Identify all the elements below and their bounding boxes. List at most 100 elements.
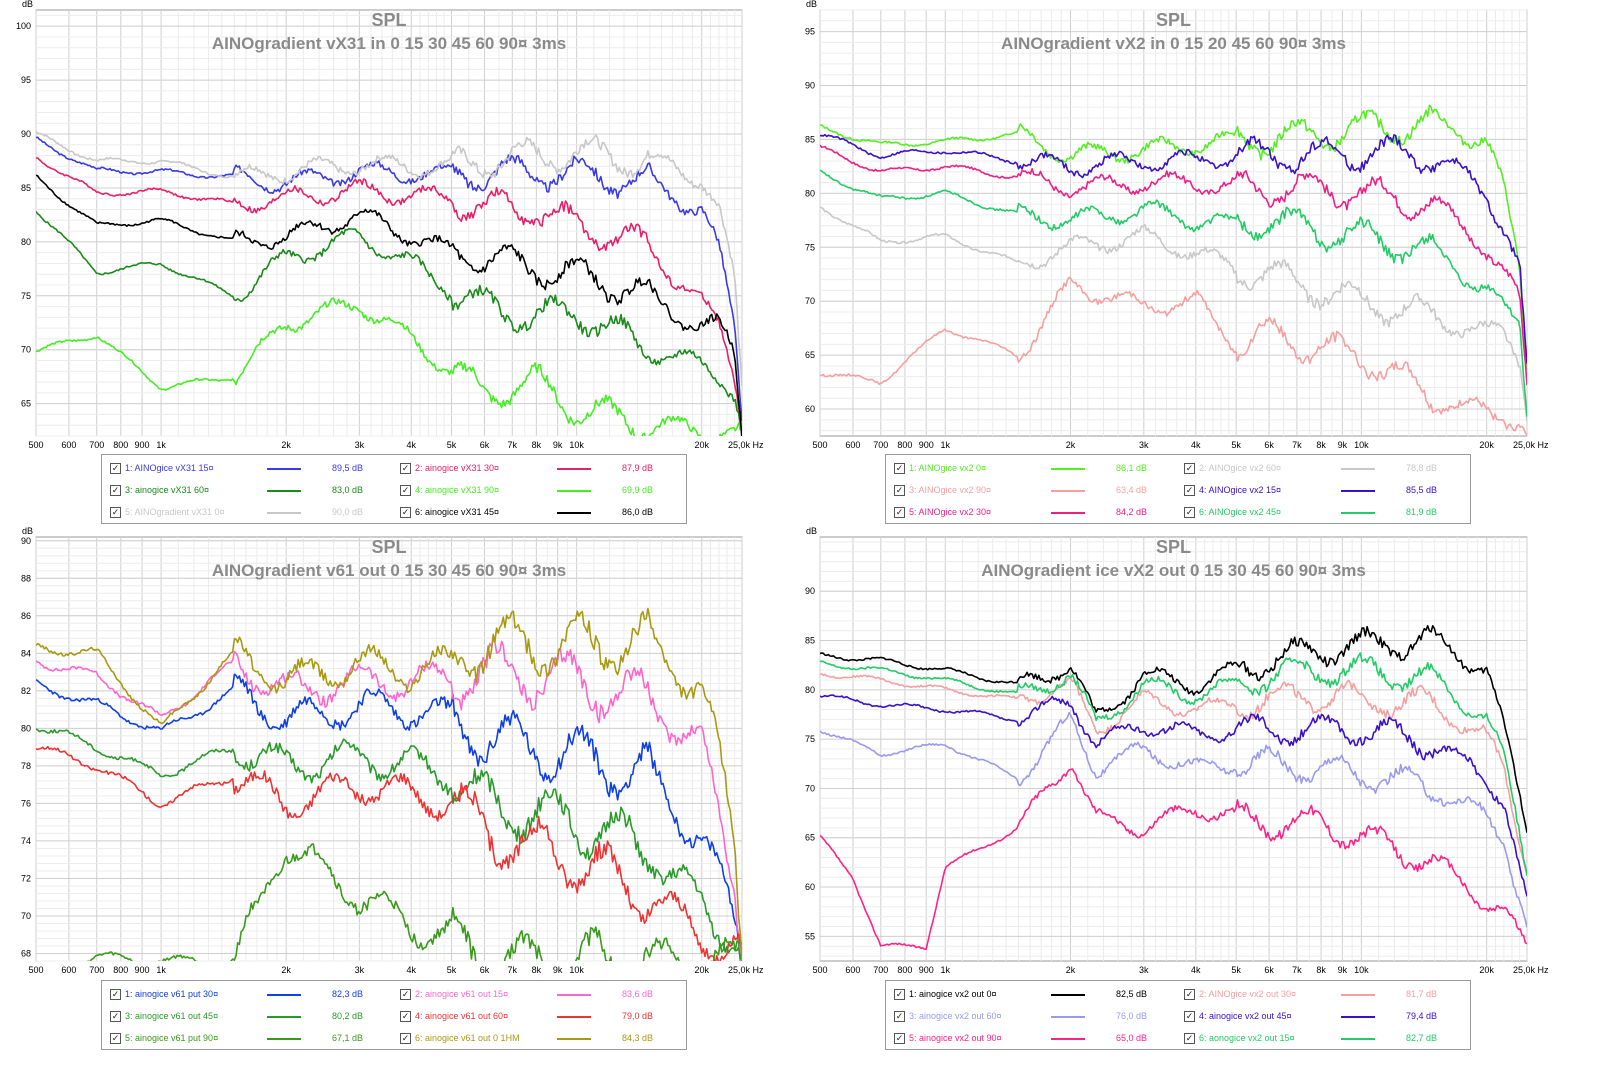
y-tick-label: 60 bbox=[805, 882, 815, 892]
legend-checkbox[interactable]: ✓ bbox=[110, 989, 121, 1000]
legend-entry[interactable]: ✓ 4: AINOgice vx2 15¤ 85,5 dB bbox=[1184, 484, 1464, 498]
legend-checkbox[interactable]: ✓ bbox=[1184, 463, 1195, 474]
legend-entry[interactable]: ✓ 6: ainogice v61 out 0 1HM 84,3 dB bbox=[400, 1032, 680, 1046]
legend-entry[interactable]: ✓ 2: ainogice v61 out 15¤ 83,6 dB bbox=[400, 988, 680, 1002]
legend-entry[interactable]: ✓ 5: ainogice vx2 out 90¤ 65,0 dB bbox=[894, 1032, 1174, 1046]
legend-entry[interactable]: ✓ 4: ainogice vX31 90¤ 69,9 dB bbox=[400, 484, 680, 498]
legend-checkbox[interactable]: ✓ bbox=[110, 485, 121, 496]
legend-checkbox[interactable]: ✓ bbox=[110, 1011, 121, 1022]
x-tick-label: 500 bbox=[812, 440, 827, 450]
x-tick-label: 800 bbox=[113, 965, 128, 975]
x-tick-label: 5k bbox=[1231, 965, 1241, 975]
legend-value: 81,9 dB bbox=[1406, 507, 1438, 517]
x-tick-label: 8k bbox=[532, 965, 542, 975]
legend-checkbox[interactable]: ✓ bbox=[400, 1011, 411, 1022]
legend-checkbox[interactable]: ✓ bbox=[400, 1033, 411, 1044]
legend-entry[interactable]: ✓ 5: AINOgice vx2 30¤ 84,2 dB bbox=[894, 506, 1174, 520]
legend-swatch bbox=[267, 1038, 301, 1040]
x-tick-label: 700 bbox=[873, 440, 888, 450]
legend-checkbox[interactable]: ✓ bbox=[1184, 485, 1195, 496]
legend-checkbox[interactable]: ✓ bbox=[1184, 989, 1195, 1000]
y-tick-label: 90 bbox=[805, 80, 815, 90]
legend-value: 86,1 dB bbox=[1116, 463, 1148, 473]
y-tick-label: 95 bbox=[21, 75, 31, 85]
legend-value: 82,3 dB bbox=[332, 989, 364, 999]
y-tick-label: 90 bbox=[805, 586, 815, 596]
series-line-2 bbox=[820, 673, 1527, 874]
x-tick-label: 900 bbox=[919, 965, 934, 975]
y-tick-label: 76 bbox=[21, 798, 31, 808]
x-tick-label: 1k bbox=[156, 965, 166, 975]
series-layer bbox=[820, 104, 1527, 436]
legend-entry[interactable]: ✓ 1: AINOgice vx2 0¤ 86,1 dB bbox=[894, 462, 1174, 476]
series-line-6 bbox=[36, 607, 742, 961]
series-line-2 bbox=[820, 206, 1527, 422]
x-tick-label: 1k bbox=[941, 440, 951, 450]
x-tick-label: 900 bbox=[919, 440, 934, 450]
legend-checkbox[interactable]: ✓ bbox=[400, 485, 411, 496]
legend-checkbox[interactable]: ✓ bbox=[110, 507, 121, 518]
x-tick-label: 6k bbox=[1264, 440, 1274, 450]
legend-checkbox[interactable]: ✓ bbox=[110, 463, 121, 474]
legend-value: 67,1 dB bbox=[332, 1033, 364, 1043]
legend-checkbox[interactable]: ✓ bbox=[1184, 507, 1195, 518]
legend-label: 4: ainogice vx2 out 45¤ bbox=[1199, 1011, 1292, 1021]
legend-label: 6: ainogice vX31 45¤ bbox=[415, 507, 500, 517]
x-tick-label: 25,0k Hz bbox=[1513, 440, 1549, 450]
legend-swatch bbox=[1051, 994, 1085, 996]
legend-label: 5: AINOgice vx2 30¤ bbox=[909, 507, 992, 517]
legend-checkbox[interactable]: ✓ bbox=[400, 463, 411, 474]
legend-entry[interactable]: ✓ 1: ainogice vx2 out 0¤ 82,5 dB bbox=[894, 988, 1174, 1002]
legend-checkbox[interactable]: ✓ bbox=[1184, 1033, 1195, 1044]
legend-entry[interactable]: ✓ 1: AINOgice vX31 15¤ 89,5 dB bbox=[110, 462, 390, 476]
legend-checkbox[interactable]: ✓ bbox=[894, 463, 905, 474]
x-tick-label: 10k bbox=[1354, 440, 1369, 450]
legend-checkbox[interactable]: ✓ bbox=[894, 507, 905, 518]
series-line-4 bbox=[36, 745, 742, 961]
x-tick-label: 5k bbox=[447, 440, 457, 450]
legend-entry[interactable]: ✓ 4: ainogice vx2 out 45¤ 79,4 dB bbox=[1184, 1010, 1464, 1024]
chart-panel-2: 60 65 70 75 80 85 90 95 dB 500 600 700 800 900 1k 2k 3k 4… bbox=[805, 0, 1549, 450]
legend-entry[interactable]: ✓ 6: aonogice vx2 out 15¤ 82,7 dB bbox=[1184, 1032, 1464, 1046]
legend-entry[interactable]: ✓ 2: ainogice vX31 30¤ 87,9 dB bbox=[400, 462, 680, 476]
legend-entry[interactable]: ✓ 3: ainogice vx2 out 60¤ 76,0 dB bbox=[894, 1010, 1174, 1024]
legend-entry[interactable]: ✓ 6: ainogice vX31 45¤ 86,0 dB bbox=[400, 506, 680, 520]
legend-checkbox[interactable]: ✓ bbox=[1184, 1011, 1195, 1022]
legend-entry[interactable]: ✓ 2: AINOgice vx2 60¤ 78,8 dB bbox=[1184, 462, 1464, 476]
legend-checkbox[interactable]: ✓ bbox=[894, 989, 905, 1000]
y-tick-label: 65 bbox=[805, 833, 815, 843]
legend-entry[interactable]: ✓ 6: AINOgice vx2 45¤ 81,9 dB bbox=[1184, 506, 1464, 520]
legend-checkbox[interactable]: ✓ bbox=[894, 1011, 905, 1022]
series-line-4 bbox=[820, 133, 1527, 364]
legend-label: 6: aonogice vx2 out 15¤ bbox=[1199, 1033, 1295, 1043]
legend-value: 82,5 dB bbox=[1116, 989, 1148, 999]
legend-entry[interactable]: ✓ 5: ainogice v61 put 90¤ 67,1 dB bbox=[110, 1032, 390, 1046]
legend-entry[interactable]: ✓ 5: AINOgradient vX31 0¤ 90,0 dB bbox=[110, 506, 390, 520]
grid bbox=[819, 537, 1528, 961]
legend-checkbox[interactable]: ✓ bbox=[400, 507, 411, 518]
legend-entry[interactable]: ✓ 3: ainogice v61 out 45¤ 80,2 dB bbox=[110, 1010, 390, 1024]
chart-subtitle: AINOgradient v61 out 0 15 30 45 60 90¤ 3… bbox=[212, 561, 566, 580]
legend-entry[interactable]: ✓ 2: AINOgice vx2 out 30¤ 81,7 dB bbox=[1184, 988, 1464, 1002]
x-tick-label: 1k bbox=[156, 440, 166, 450]
legend-entry[interactable]: ✓ 3: AINOgice vx2 90¤ 63,4 dB bbox=[894, 484, 1174, 498]
legend-checkbox[interactable]: ✓ bbox=[894, 485, 905, 496]
x-tick-label: 500 bbox=[28, 965, 43, 975]
legend-swatch bbox=[1051, 512, 1085, 514]
legend-swatch bbox=[267, 1016, 301, 1018]
x-tick-label: 3k bbox=[355, 440, 365, 450]
legend-entry[interactable]: ✓ 4: ainogice v61 out 60¤ 79,0 dB bbox=[400, 1010, 680, 1024]
legend-checkbox[interactable]: ✓ bbox=[400, 989, 411, 1000]
chart-legend: ✓ 1: AINOgice vX31 15¤ 89,5 dB ✓ 2: ainogice… bbox=[101, 454, 687, 524]
legend-entry[interactable]: ✓ 1: ainogice v61 put 30¤ 82,3 dB bbox=[110, 988, 390, 1002]
legend-label: 4: AINOgice vx2 15¤ bbox=[1199, 485, 1282, 495]
legend-checkbox[interactable]: ✓ bbox=[894, 1033, 905, 1044]
series-line-3 bbox=[820, 276, 1527, 436]
chart-title: SPL bbox=[1156, 10, 1191, 30]
y-axis-label: dB bbox=[22, 0, 33, 9]
legend-entry[interactable]: ✓ 3: ainogice vX31 60¤ 83,0 dB bbox=[110, 484, 390, 498]
y-tick-label: 85 bbox=[805, 134, 815, 144]
legend-checkbox[interactable]: ✓ bbox=[110, 1033, 121, 1044]
legend-value: 85,5 dB bbox=[1406, 485, 1438, 495]
legend-swatch bbox=[1051, 1016, 1085, 1018]
